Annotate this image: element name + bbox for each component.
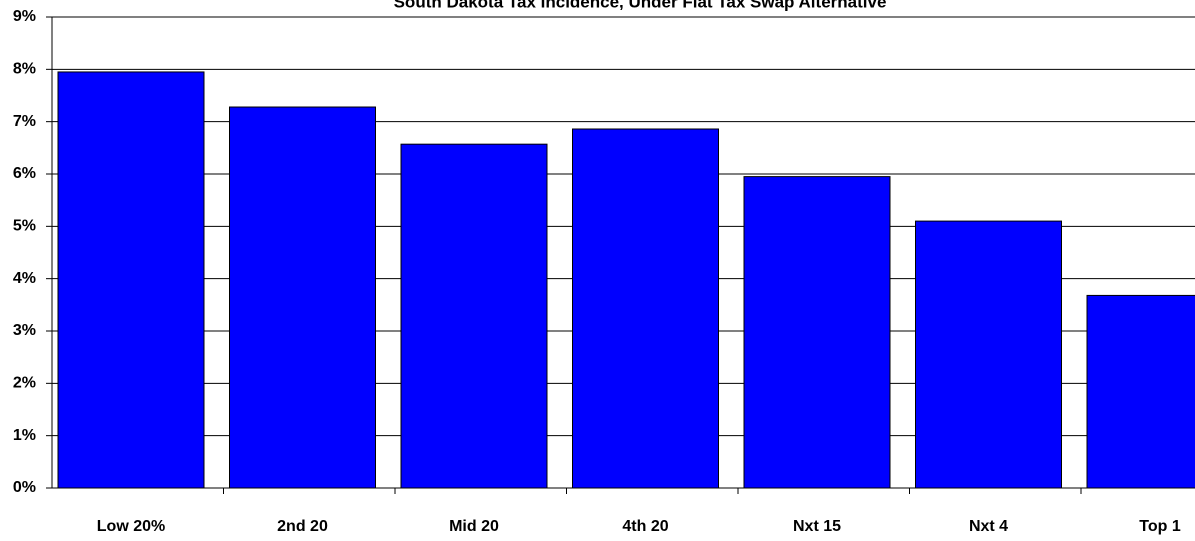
bar <box>57 71 205 489</box>
bar <box>743 176 891 489</box>
x-tick-label: 2nd 20 <box>277 518 328 535</box>
y-tick-label: 2% <box>13 375 36 392</box>
y-tick-label: 7% <box>13 113 36 130</box>
y-tick-label: 1% <box>13 427 36 444</box>
bar <box>1086 294 1195 489</box>
y-tick-label: 3% <box>13 322 36 339</box>
y-tick-label: 6% <box>13 165 36 182</box>
bar <box>572 128 719 489</box>
y-tick-label: 9% <box>13 8 36 25</box>
x-tick-label: Mid 20 <box>449 518 499 535</box>
x-tick-label: Low 20% <box>97 518 165 535</box>
y-tick-label: 5% <box>13 218 36 235</box>
bar <box>229 106 376 489</box>
y-tick-label: 4% <box>13 270 36 287</box>
bar <box>915 220 1062 489</box>
x-tick-label: Top 1 <box>1139 518 1181 535</box>
chart-title: South Dakota Tax Incidence, Under Flat T… <box>394 0 887 11</box>
x-tick-label: Nxt 4 <box>969 518 1008 535</box>
bar <box>400 143 548 489</box>
x-tick-label: 4th 20 <box>622 518 668 535</box>
y-tick-label: 0% <box>13 479 36 496</box>
y-tick-label: 8% <box>13 61 36 78</box>
x-tick-label: Nxt 15 <box>793 518 841 535</box>
